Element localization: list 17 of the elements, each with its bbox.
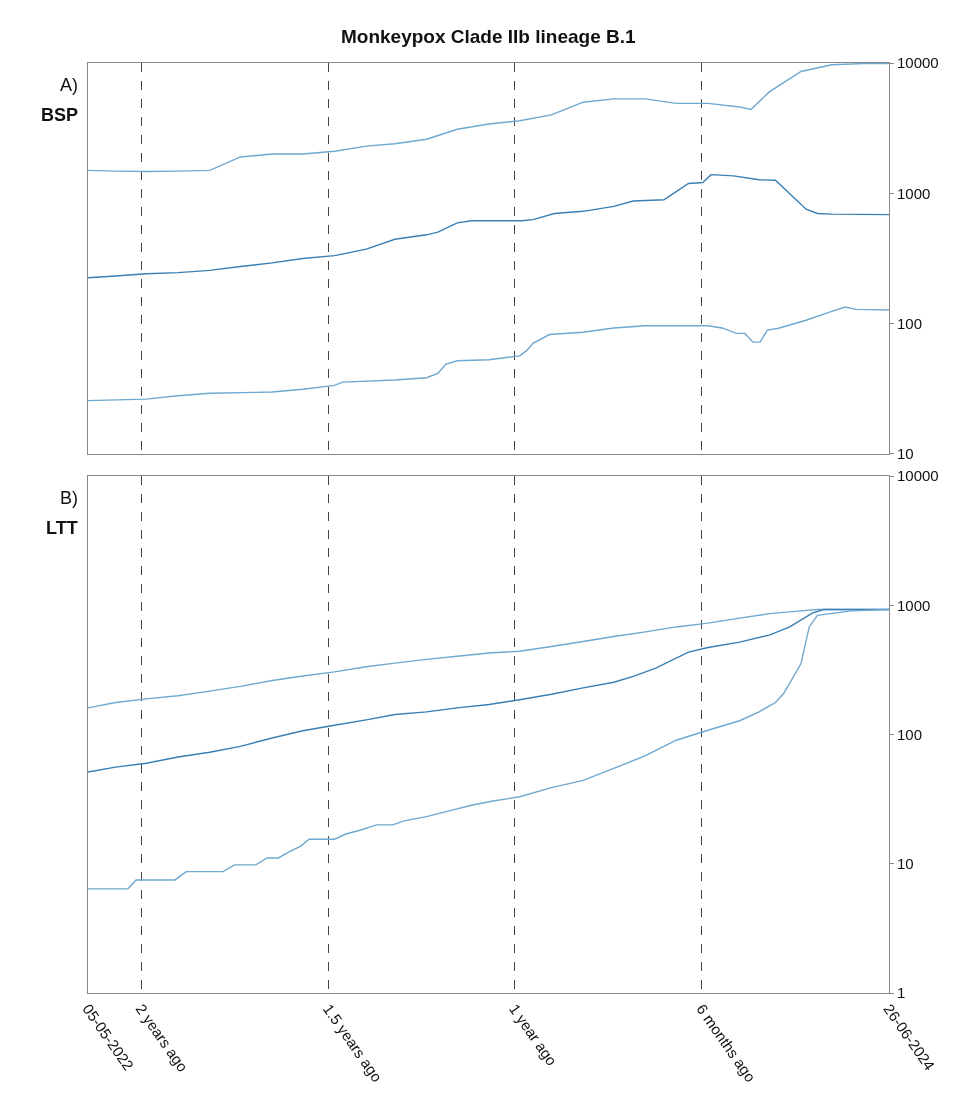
y-tick-label: 100 (897, 314, 923, 332)
line-series (88, 173, 889, 279)
y-tick-label: 1 (897, 984, 906, 1002)
y-tick-label: 10000 (897, 467, 939, 485)
y-tick-label: 100 (897, 725, 923, 743)
y-tick-label: 10 (897, 445, 914, 463)
chart-title: Monkeypox Clade IIb lineage B.1 (341, 26, 637, 47)
line-series (88, 306, 889, 402)
line-series (88, 63, 889, 173)
text: B) (60, 488, 78, 508)
text: BSP (41, 105, 79, 125)
y-tick-label: 1000 (897, 184, 931, 202)
text: LTT (46, 518, 78, 538)
text: A) (60, 75, 78, 95)
y-tick-label: 10000 (897, 54, 939, 72)
y-tick-label: 1000 (897, 596, 931, 614)
y-tick-label: 10 (897, 855, 914, 873)
